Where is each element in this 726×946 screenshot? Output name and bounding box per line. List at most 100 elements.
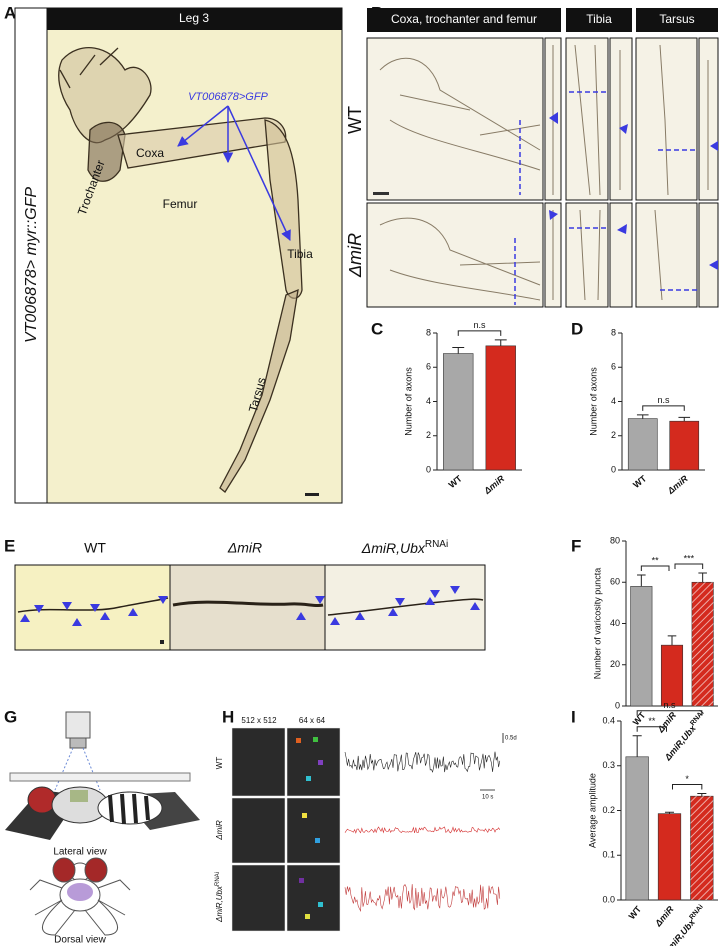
y-tick-label: 8: [611, 327, 616, 337]
significance-label: **: [652, 555, 660, 565]
header-bar: [47, 8, 342, 30]
panel-letter: G: [4, 707, 17, 726]
error-bar: [452, 347, 465, 354]
y-tick-label: 0.1: [602, 850, 615, 860]
header-bar: [367, 8, 561, 32]
significance-bracket: [674, 563, 704, 569]
varicosity-arrowheads: [20, 586, 480, 626]
y-axis-label: Average amplitude: [587, 773, 597, 848]
scale-label: 0.5d: [505, 736, 517, 742]
panel-letter: E: [4, 536, 15, 555]
x-tick-label: WT: [631, 710, 648, 728]
bar-hatch: [691, 582, 714, 706]
significance-label: n.s: [657, 395, 670, 405]
error-bar: [664, 811, 675, 814]
label-part: WT: [631, 473, 649, 490]
roi-markers: [296, 737, 323, 919]
label-part: ΔmiR: [665, 473, 690, 496]
y-tick-label: 0: [615, 700, 620, 710]
scale-bar: [305, 493, 319, 496]
y-tick-label: 4: [426, 396, 431, 406]
scale-bar: [160, 640, 164, 644]
y-tick-label: 0.3: [602, 760, 615, 770]
y-tick-label: 80: [610, 535, 620, 545]
column-label: ΔmiR: [227, 540, 262, 556]
micrograph-frame: [169, 564, 326, 651]
activity-trace: [344, 751, 501, 773]
label-part: WT: [447, 473, 465, 490]
significance-bracket: [636, 726, 667, 732]
x-tick-label: WT: [631, 473, 649, 490]
panel-h: H 512 x 512 64 x 64 WT ΔmiR ΔmiR,UbxRNAi…: [215, 707, 517, 932]
micrograph-frame: [324, 564, 486, 651]
y-tick-label: 2: [611, 430, 616, 440]
x-tick-label: WT: [447, 473, 465, 490]
lateral-illustration: [5, 711, 200, 840]
significance-bracket: [640, 565, 670, 572]
panel-e: E WT ΔmiR ΔmiR,UbxRNAi: [4, 536, 486, 651]
dorsal-illustration: [29, 857, 131, 936]
significance-bracket: [636, 710, 703, 716]
resolution-label: 512 x 512: [241, 716, 277, 725]
row-label: ΔmiR,UbxRNAi: [215, 872, 225, 923]
leg-drawing: [58, 47, 303, 493]
superscript: RNAi: [688, 903, 704, 921]
header-bar: [566, 8, 632, 32]
y-axis-label: Number of varicosity puncta: [592, 568, 602, 680]
scale-bar: [373, 192, 389, 195]
label-part: WT: [631, 710, 648, 728]
label-part: ΔmiR,Ubx: [361, 540, 426, 556]
column-label: ΔmiR,UbxRNAi: [361, 539, 448, 556]
superscript: RNAi: [215, 872, 221, 886]
view-label: Lateral view: [53, 847, 107, 858]
panel-a: A Leg 3 VT006878> myr::GFP Coxa Trochant…: [4, 3, 343, 504]
error-bar: [667, 635, 677, 646]
significance-label: ***: [684, 553, 695, 563]
header-bar: [636, 8, 718, 32]
y-tick-label: 2: [426, 430, 431, 440]
x-tick-label: ΔmiR: [653, 904, 676, 929]
error-bar: [636, 414, 649, 419]
y-tick-label: 8: [426, 327, 431, 337]
y-tick-label: 0: [611, 464, 616, 474]
superscript: RNAi: [425, 539, 448, 550]
panel-letter: I: [571, 707, 576, 726]
row-label: ΔmiR: [215, 820, 224, 841]
annotation-arrows: [177, 105, 291, 241]
y-tick-label: 60: [610, 577, 620, 587]
superscript: RNAi: [689, 709, 705, 727]
bar-chart: D 0 2 4 6 8 Number of axons WT ΔmiR n.s: [571, 319, 705, 497]
y-tick-label: 40: [610, 618, 620, 628]
part-label: Coxa: [136, 146, 164, 160]
scale-label: 10 s: [482, 795, 493, 801]
scale-bars: [480, 733, 504, 791]
panel-letter: F: [571, 536, 581, 555]
y-tick-label: 6: [611, 362, 616, 372]
y-axis-label: Number of axons: [403, 367, 413, 436]
bar: [630, 586, 653, 707]
y-axis-label: Number of axons: [588, 367, 598, 436]
bar-hatch: [690, 796, 714, 900]
significance-label: *: [685, 774, 689, 784]
row-label: WT: [345, 106, 365, 134]
micrograph-frames: [366, 37, 719, 308]
row-label: ΔmiR: [345, 233, 365, 278]
significance-label: **: [648, 716, 656, 726]
error-bar: [678, 416, 691, 422]
panel-letter: C: [371, 319, 383, 338]
label-part: ΔmiR,Ubx: [215, 885, 224, 923]
header-label: Tarsus: [659, 12, 694, 26]
error-bar: [637, 574, 646, 587]
x-tick-label: WT: [627, 904, 644, 922]
y-tick-label: 0.2: [602, 805, 615, 815]
x-tick-label: ΔmiR: [665, 473, 690, 496]
error-bar: [697, 792, 707, 797]
panel-g: G Lateral view Dorsal view: [4, 707, 200, 946]
driver-annotation: VT006878>GFP: [188, 91, 268, 103]
bar: [443, 353, 474, 471]
resolution-label: 64 x 64: [299, 716, 326, 725]
significance-bracket: [672, 783, 703, 790]
error-bar: [494, 339, 507, 346]
